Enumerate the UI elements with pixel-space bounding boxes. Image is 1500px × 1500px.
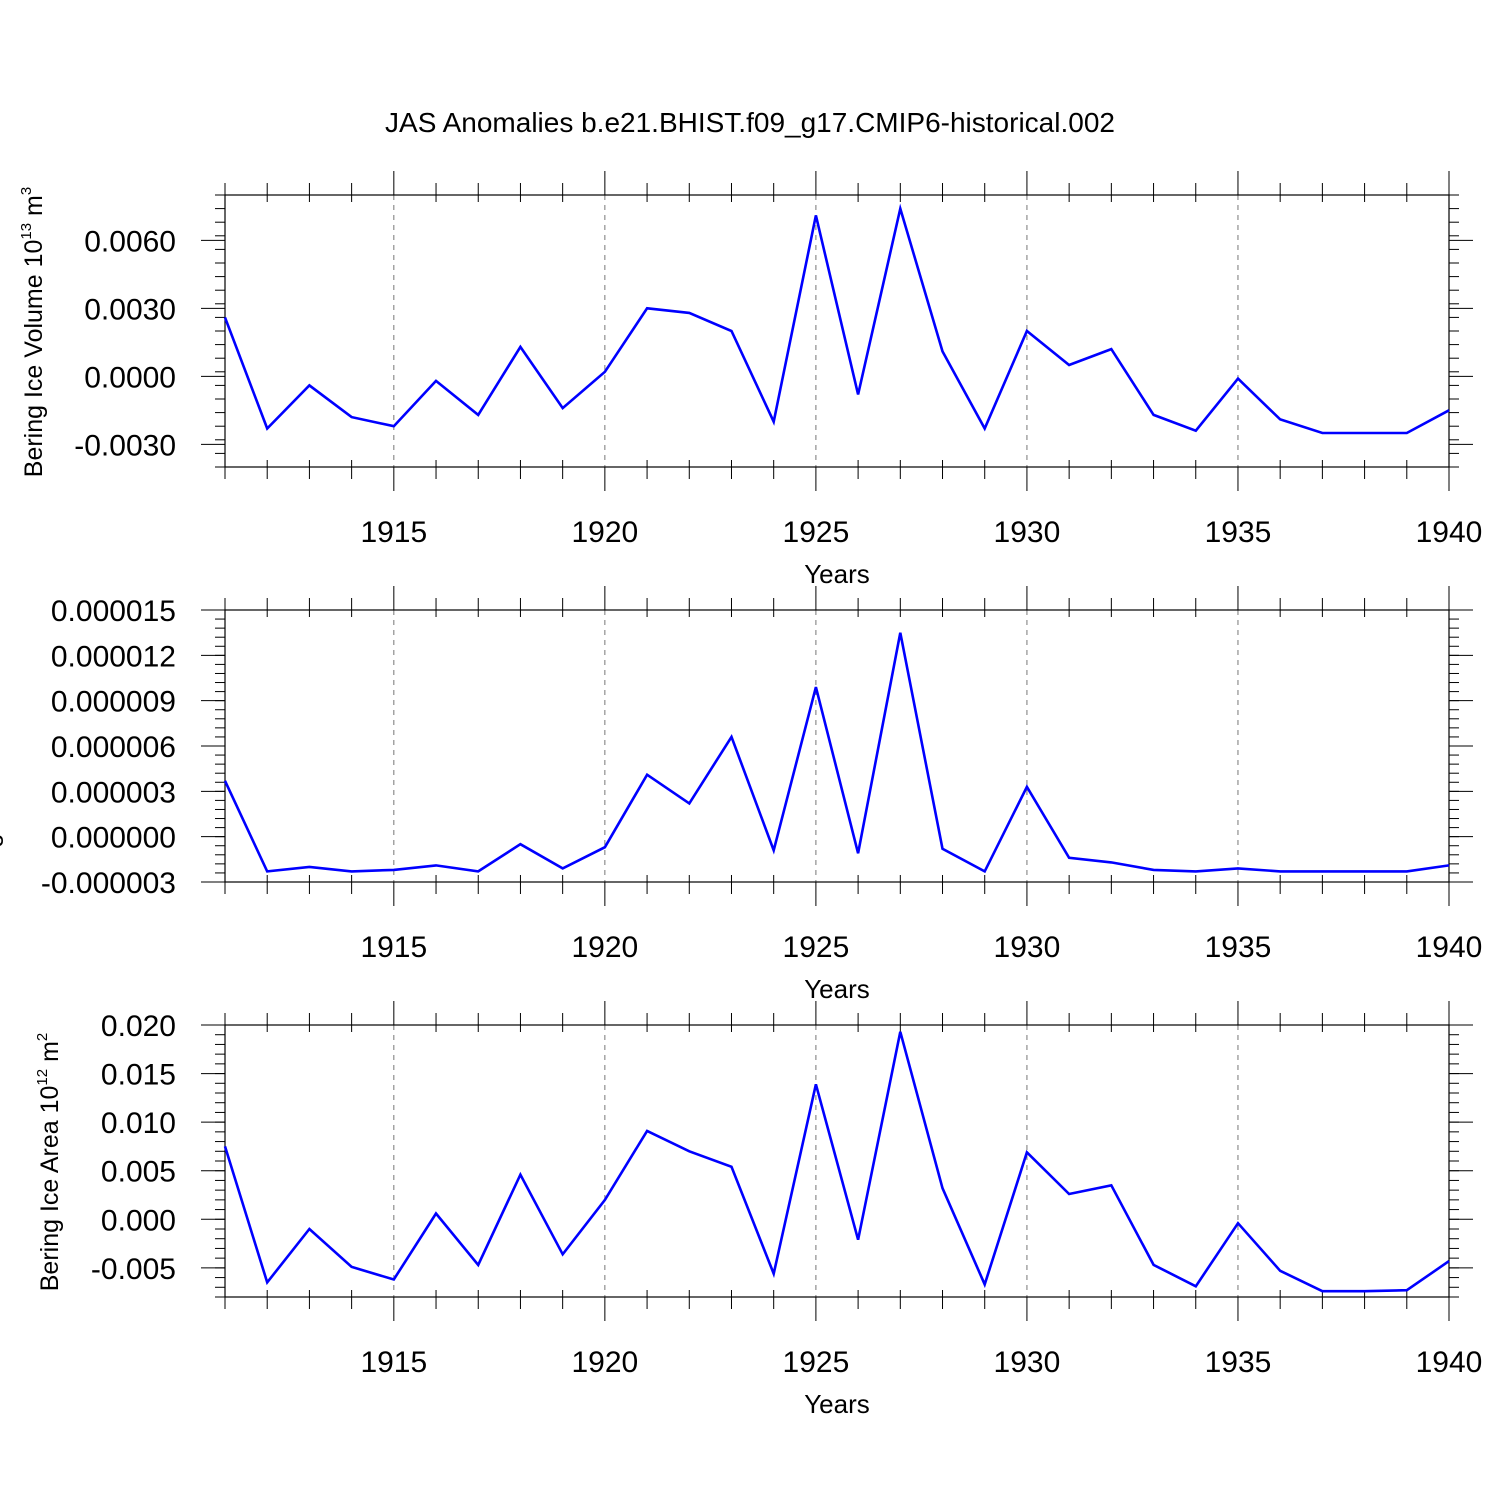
series-line [223, 632, 1450, 874]
x-tick-label: 1920 [571, 931, 638, 964]
chart-panel-1: -0.0030 0.0000 0.0030 0.0060 1915 1920 1925 193… [18, 171, 1482, 589]
plot-frame [224, 1024, 1450, 1298]
y-axis-label: Bering Snow Volume 1013 m3 [0, 586, 4, 906]
y-tick-label: 0.015 [101, 1059, 176, 1092]
x-tick-label: 1915 [360, 1346, 427, 1379]
y-tick-label: 0.000000 [51, 822, 176, 855]
y-tick-label: 0.010 [101, 1107, 176, 1140]
y-tick-label: 0.0060 [84, 225, 176, 258]
x-tick-label: 1925 [783, 516, 850, 549]
y-axis-label: Bering Ice Volume 1013 m3 [18, 187, 48, 477]
x-tick-label: 1925 [783, 931, 850, 964]
y-tick-label: 0.000 [101, 1204, 176, 1237]
x-tick-label: 1925 [783, 1346, 850, 1379]
y-tick-label: 0.0000 [84, 361, 176, 394]
x-tick-label: 1915 [360, 516, 427, 549]
chart-panel-2: -0.000003 0.000000 0.000003 0.000006 0.00000… [0, 586, 1482, 1004]
y-tick-label: -0.0030 [74, 429, 176, 462]
y-tick-label: 0.020 [101, 1010, 176, 1043]
x-tick-label: 1940 [1416, 1346, 1483, 1379]
figure-title: JAS Anomalies b.e21.BHIST.f09_g17.CMIP6-… [385, 107, 1115, 138]
x-tick-label: 1930 [994, 1346, 1061, 1379]
y-tick-label: 0.000015 [51, 595, 176, 628]
y-tick-label: 0.0030 [84, 293, 176, 326]
y-tick-label: 0.000009 [51, 686, 176, 719]
x-axis-label: Years [804, 1389, 870, 1419]
y-tick-label: 0.000003 [51, 776, 176, 809]
y-tick-label: 0.005 [101, 1156, 176, 1189]
series-line [223, 1031, 1450, 1293]
x-tick-label: 1935 [1205, 516, 1272, 549]
plot-frame [224, 194, 1450, 468]
x-tick-label: 1935 [1205, 931, 1272, 964]
series-line [223, 203, 1450, 435]
plot-frame [224, 609, 1450, 883]
x-tick-label: 1940 [1416, 516, 1483, 549]
x-tick-label: 1930 [994, 931, 1061, 964]
y-axis-label: Bering Ice Area 1012 m2 [34, 1033, 64, 1292]
y-tick-label: 0.000006 [51, 731, 176, 764]
x-tick-label: 1930 [994, 516, 1061, 549]
x-tick-label: 1915 [360, 931, 427, 964]
x-axis-label: Years [804, 559, 870, 589]
x-axis-label: Years [804, 974, 870, 1004]
x-tick-label: 1920 [571, 516, 638, 549]
chart-panel-3: -0.005 0.000 0.005 0.010 0.015 0.020 1915 1920 1… [34, 1001, 1482, 1419]
x-tick-label: 1920 [571, 1346, 638, 1379]
x-tick-label: 1940 [1416, 931, 1483, 964]
y-tick-label: -0.000003 [41, 867, 176, 900]
y-tick-label: -0.005 [91, 1253, 176, 1286]
y-tick-label: 0.000012 [51, 640, 176, 673]
x-tick-label: 1935 [1205, 1346, 1272, 1379]
